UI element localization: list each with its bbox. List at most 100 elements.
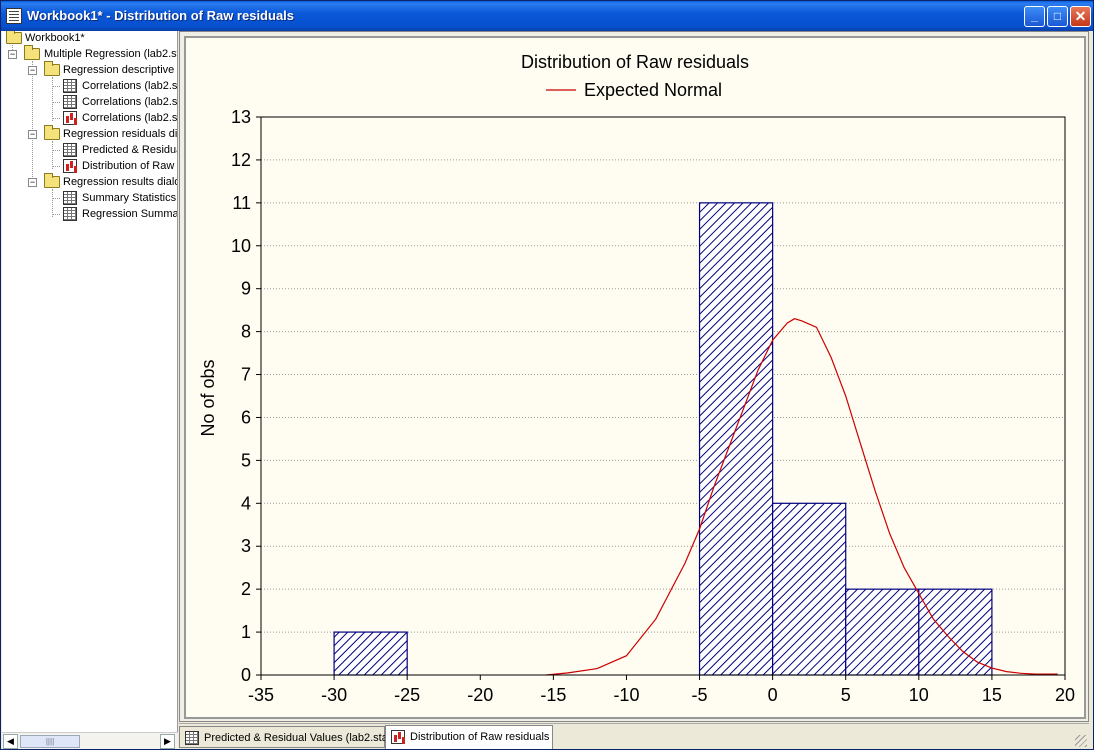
- spreadsheet-icon: [63, 95, 77, 109]
- tree-item-correlations-graph[interactable]: Correlations (lab2.s: [4, 110, 177, 126]
- tree-connector: [52, 198, 60, 199]
- y-tick-label: 6: [241, 407, 251, 427]
- tree-horizontal-scrollbar[interactable]: ◀ |||| ▶: [2, 732, 178, 749]
- y-tick-label: 4: [241, 493, 251, 513]
- x-tick-label: -35: [248, 685, 274, 705]
- window-title: Workbook1* - Distribution of Raw residua…: [27, 8, 295, 23]
- y-tick-label: 12: [231, 150, 251, 170]
- folder-icon: [44, 125, 60, 140]
- histogram-bar: [772, 502, 847, 676]
- y-tick-label: 3: [241, 536, 251, 556]
- x-tick-label: 10: [909, 685, 929, 705]
- tree-item-predicted-residual[interactable]: Predicted & Residua: [4, 142, 177, 158]
- graph-pane: Distribution of Raw residuals Expected N…: [179, 31, 1089, 722]
- x-tick-label: -20: [467, 685, 493, 705]
- x-tick-label: 5: [841, 685, 851, 705]
- tree-item-distribution-raw[interactable]: Distribution of Raw: [4, 158, 177, 174]
- collapse-icon[interactable]: −: [28, 129, 37, 139]
- document-tabs: Predicted & Residual Values (lab2.sta Di…: [179, 723, 1089, 749]
- graph-icon: [63, 159, 77, 173]
- y-tick-label: 1: [241, 622, 251, 642]
- tree-connector: [32, 61, 33, 185]
- y-tick-label: 11: [232, 193, 251, 213]
- legend-label-expected-normal: Expected Normal: [584, 80, 722, 100]
- y-tick-label: 0: [241, 665, 251, 685]
- tree-connector: [52, 86, 60, 87]
- x-tick-label: -5: [692, 685, 708, 705]
- y-tick-label: 7: [241, 365, 251, 385]
- folder-icon: [6, 31, 22, 44]
- expected-normal-curve: [546, 318, 1058, 676]
- tree-item-workbook[interactable]: Workbook1*: [4, 31, 174, 46]
- tree-connector: [52, 214, 60, 215]
- histogram-chart: Distribution of Raw residuals Expected N…: [198, 52, 1075, 705]
- x-tick-label: -25: [394, 685, 420, 705]
- x-tick-label: 20: [1055, 685, 1075, 705]
- tree-connector: [52, 77, 53, 121]
- x-tick-label: -30: [321, 685, 347, 705]
- chart-gridlines: [261, 159, 1065, 633]
- folder-icon: [44, 173, 60, 188]
- chart-title: Distribution of Raw residuals: [521, 52, 749, 72]
- folder-icon: [24, 45, 40, 60]
- tab-distribution-raw-residuals[interactable]: Distribution of Raw residuals: [385, 725, 553, 749]
- tree-connector: [52, 150, 60, 151]
- collapse-icon[interactable]: −: [8, 49, 17, 59]
- histogram-bar: [333, 631, 408, 676]
- title-bar[interactable]: Workbook1* - Distribution of Raw residua…: [1, 1, 1093, 31]
- resize-grip[interactable]: [1075, 735, 1087, 747]
- x-tick-label: 15: [982, 685, 1002, 705]
- close-button[interactable]: ✕: [1070, 6, 1091, 27]
- tree-connector: [12, 45, 13, 54]
- maximize-button[interactable]: □: [1047, 6, 1068, 27]
- spreadsheet-icon: [63, 191, 77, 205]
- y-tick-label: 9: [241, 279, 251, 299]
- histogram-bar: [698, 202, 774, 676]
- tree-item-regression-summary[interactable]: Regression Summar: [4, 206, 177, 222]
- plot-area: [260, 116, 1066, 676]
- chart-legend: Expected Normal: [546, 80, 722, 100]
- minimize-button[interactable]: _: [1024, 6, 1045, 27]
- tree-connector: [52, 102, 60, 103]
- spreadsheet-icon: [63, 207, 77, 221]
- workbook-icon[interactable]: [6, 8, 22, 24]
- histogram-bar: [918, 588, 993, 676]
- spreadsheet-icon: [185, 731, 199, 745]
- y-tick-label: 5: [241, 450, 251, 470]
- x-axis-ticks: -35 -30 -25 -20 -15 -10 -5 0 5 10 15 20: [248, 675, 1075, 705]
- scroll-right-button[interactable]: ▶: [160, 734, 175, 749]
- collapse-icon[interactable]: −: [28, 65, 37, 75]
- tree-item-correlations-2[interactable]: Correlations (lab2.s: [4, 94, 177, 110]
- tree-item-summary-statistics[interactable]: Summary Statistics;: [4, 190, 177, 206]
- x-tick-label: -15: [540, 685, 566, 705]
- collapse-icon[interactable]: −: [28, 177, 37, 187]
- y-axis-label: No of obs: [198, 359, 218, 436]
- chart-curve: [546, 318, 1058, 676]
- graph-icon: [63, 111, 77, 125]
- tree-connector: [52, 189, 53, 217]
- folder-icon: [44, 61, 60, 76]
- tab-predicted-residual-values[interactable]: Predicted & Residual Values (lab2.sta: [179, 726, 388, 748]
- tree-connector: [52, 141, 53, 169]
- tree-item-regression-residuals[interactable]: − Regression residuals dia: [28, 125, 178, 140]
- tree-item-regression-descriptive[interactable]: − Regression descriptive :: [28, 61, 178, 76]
- scroll-left-button[interactable]: ◀: [3, 734, 18, 749]
- tree-item-regression-results[interactable]: − Regression results dialo: [28, 173, 178, 188]
- tree-connector: [52, 166, 60, 167]
- y-tick-label: 13: [231, 107, 251, 127]
- y-tick-label: 10: [231, 236, 251, 256]
- x-tick-label: -10: [613, 685, 639, 705]
- spreadsheet-icon: [63, 79, 77, 93]
- graph-canvas[interactable]: Distribution of Raw residuals Expected N…: [184, 36, 1086, 719]
- y-tick-label: 8: [241, 322, 251, 342]
- graph-icon: [391, 730, 405, 744]
- y-tick-label: 2: [241, 579, 251, 599]
- scroll-thumb[interactable]: ||||: [20, 735, 80, 748]
- x-tick-label: 0: [768, 685, 778, 705]
- tree-item-multiple-regression[interactable]: − Multiple Regression (lab2.st: [8, 45, 178, 60]
- workbook-tree[interactable]: Workbook1* − Multiple Regression (lab2.s…: [2, 31, 178, 732]
- tree-item-correlations-1[interactable]: Correlations (lab2.s: [4, 78, 177, 94]
- spreadsheet-icon: [63, 143, 77, 157]
